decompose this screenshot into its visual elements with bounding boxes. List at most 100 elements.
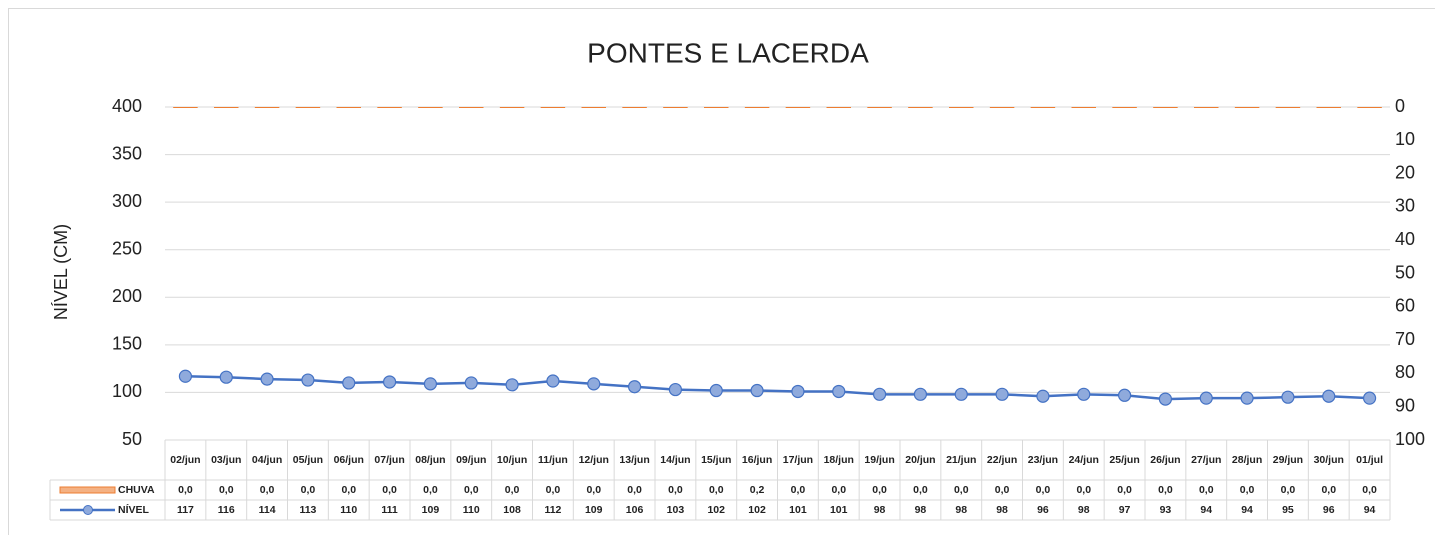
legend-label: NÍVEL [118,503,149,516]
x-tick-label: 21/jun [946,453,977,466]
x-tick-label: 28/jun [1231,453,1263,466]
y2-tick-label: 50 [1395,262,1415,282]
data-table-value: 93 [1159,503,1172,516]
data-table-value: 112 [544,503,562,516]
y-tick-label: 350 [112,143,142,163]
bar [254,107,280,108]
data-table-value: 103 [666,503,685,516]
bar [744,107,770,108]
data-table-value: 109 [584,503,603,516]
x-tick-label: 22/jun [986,453,1018,466]
x-tick-label: 24/jun [1068,453,1099,466]
bar [418,107,443,108]
data-table-value: 0,0 [218,483,234,496]
y2-tick-label: 10 [1395,129,1415,149]
marker [178,369,193,383]
y2-tick-label: 90 [1395,395,1415,415]
data-table-value: 102 [748,503,766,516]
data-table-value: 94 [1200,503,1213,516]
data-table-value: 0,0 [463,483,479,496]
y2-tick-label: 0 [1395,96,1405,116]
data-table-value: 0,0 [1280,483,1296,496]
y2-tick-label: 70 [1395,329,1415,349]
x-tick-label: 03/jun [211,453,242,466]
data-table-value: 0,0 [831,483,847,496]
bar [499,107,525,108]
data-table-value: 0,0 [1198,483,1214,496]
x-tick-label: 08/jun [415,453,446,466]
data-table-value: 0,0 [913,483,928,496]
data-table-value: 113 [299,503,317,516]
legend-key [59,486,116,494]
data-table-value: 96 [1037,503,1049,516]
data-table-value: 0,0 [259,483,275,496]
bar [989,107,1015,108]
data-table-value: 106 [625,503,644,516]
legend-label: CHUVA [118,483,155,496]
marker [1117,388,1132,402]
data-table-value: 0,0 [1362,483,1377,496]
marker [219,370,233,384]
x-tick-label: 13/jun [619,453,650,466]
x-tick-label: 05/jun [292,453,324,466]
bar [295,107,321,108]
marker [546,374,560,388]
bar [949,107,974,108]
data-table-value: 0,0 [790,483,806,496]
marker [913,387,928,401]
bar [459,107,484,108]
marker [1077,387,1091,401]
marker [872,387,887,401]
data-table-value: 98 [1077,503,1090,516]
marker [1199,391,1213,405]
marker [627,380,642,394]
x-tick-label: 16/jun [741,453,773,466]
marker [1240,391,1254,405]
y2-tick-label: 100 [1395,429,1425,449]
x-tick-label: 02/jun [170,453,201,466]
data-table-value: 0,0 [1117,483,1132,496]
x-tick-label: 11/jun [538,453,568,466]
y2-tick-label: 60 [1395,296,1415,316]
data-table-value: 94 [1241,503,1253,516]
bar [173,107,198,108]
bar [622,107,647,108]
marker [1281,390,1295,404]
legend-key [83,505,93,515]
y2-tick-label: 40 [1395,229,1415,249]
y-tick-label: 400 [112,96,142,116]
x-tick-label: 26/jun [1150,453,1181,466]
bar [826,107,851,108]
y-tick-label: 50 [122,429,142,449]
x-tick-label: 09/jun [456,453,487,466]
data-table-value: 0,0 [872,483,887,496]
y-tick-label: 150 [112,334,142,354]
data-table-value: 102 [707,503,725,516]
marker [301,373,315,387]
data-table-value: 0,0 [668,483,683,496]
data-table-value: 0,0 [545,483,561,496]
bar [377,107,402,108]
x-tick-label: 07/jun [374,453,405,466]
x-tick-label: 29/jun [1272,453,1304,466]
bar [1316,107,1341,108]
x-tick-label: 14/jun [660,453,691,466]
line [185,375,1370,401]
bar [867,107,892,108]
data-table-value: 108 [503,503,521,516]
data-table-value: 110 [462,503,480,516]
data-table-value: 98 [955,503,968,516]
marker [750,383,764,398]
x-tick-label: 25/jun [1109,453,1140,466]
marker [342,376,356,390]
y-tick-label: 200 [112,286,142,306]
data-table-value: 94 [1363,503,1376,516]
marker [260,372,274,386]
data-table-value: 96 [1322,503,1335,516]
bar [1030,107,1056,108]
x-tick-label: 27/jun [1191,453,1222,466]
bar [1071,107,1096,108]
bar [785,107,811,108]
